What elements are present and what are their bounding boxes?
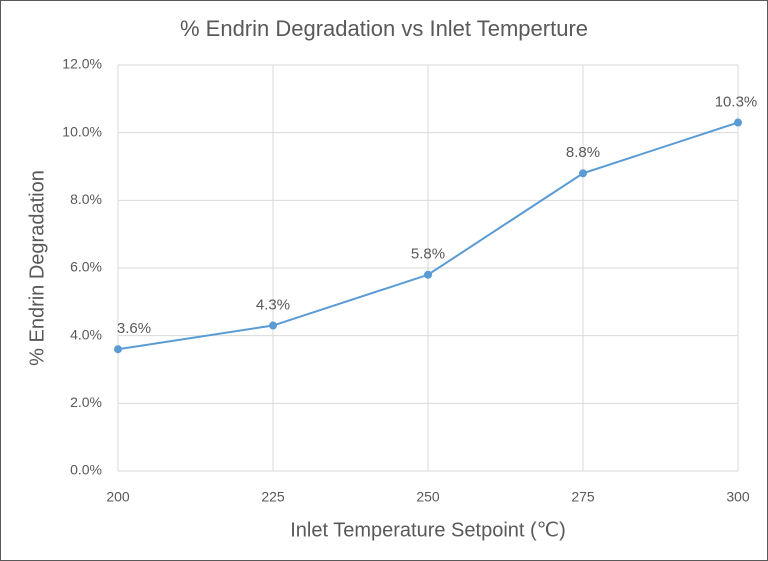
data-point [579, 169, 587, 178]
data-point [424, 270, 432, 279]
y-tick-label: 8.0% [70, 191, 102, 207]
x-tick-label: 275 [571, 489, 595, 505]
data-label: 10.3% [715, 93, 758, 110]
data-label: 4.3% [256, 296, 290, 313]
y-tick-label: 4.0% [70, 326, 102, 342]
x-tick-label: 300 [726, 489, 750, 505]
x-tick-label: 200 [106, 489, 130, 505]
x-tick-label: 225 [261, 489, 285, 505]
chart-title: % Endrin Degradation vs Inlet Temperture [180, 16, 588, 41]
y-tick-label: 2.0% [70, 394, 102, 410]
y-axis-label: % Endrin Degradation [26, 170, 48, 366]
x-axis-label: Inlet Temperature Setpoint (℃) [290, 519, 566, 541]
x-tick-label: 250 [416, 489, 440, 505]
data-label: 5.8% [411, 246, 445, 263]
y-tick-label: 10.0% [62, 123, 102, 139]
y-tick-label: 12.0% [62, 56, 102, 72]
y-tick-label: 6.0% [70, 259, 102, 275]
data-point [734, 118, 742, 127]
y-tick-label: 0.0% [70, 462, 102, 478]
data-point [114, 345, 122, 354]
data-label: 8.8% [566, 144, 600, 161]
data-label: 3.6% [117, 320, 151, 337]
data-point [269, 321, 277, 330]
